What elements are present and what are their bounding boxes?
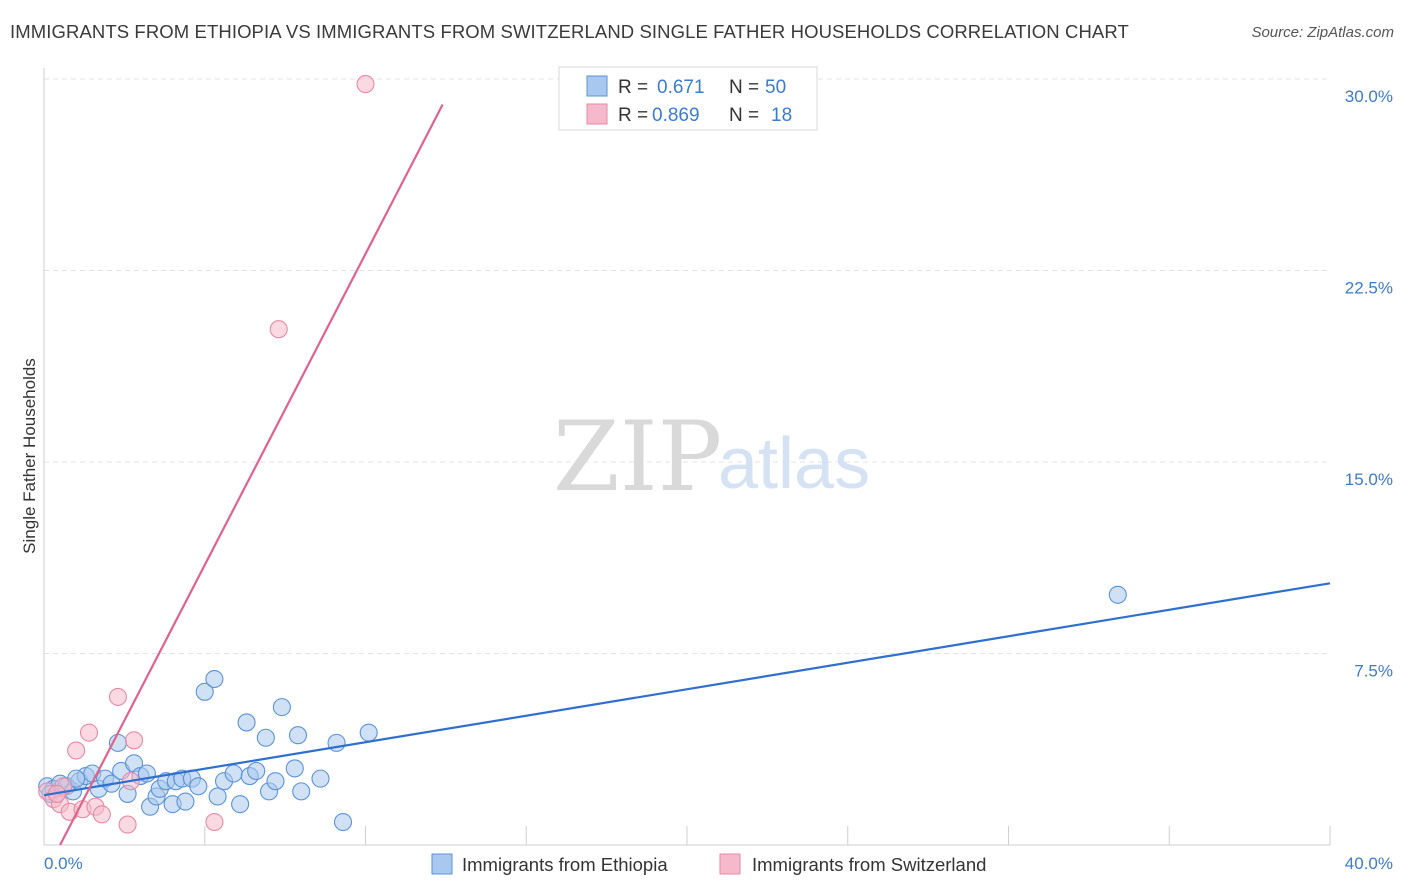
- legend-swatch-switzerland: [586, 103, 608, 125]
- data-point-switzerland: [67, 741, 86, 760]
- y-tick-label: 15.0%: [1345, 470, 1393, 489]
- chart-title: IMMIGRANTS FROM ETHIOPIA VS IMMIGRANTS F…: [10, 21, 1129, 42]
- data-point-ethiopia: [208, 787, 227, 806]
- data-point-switzerland: [108, 687, 127, 706]
- bottom-legend-label-switzerland: Immigrants from Switzerland: [752, 854, 986, 875]
- series-switzerland-points: [38, 75, 375, 834]
- data-point-ethiopia: [266, 772, 285, 791]
- data-point-ethiopia: [231, 795, 250, 814]
- watermark-zip: ZIP: [553, 401, 722, 513]
- bottom-legend-swatch-switzerland: [719, 853, 741, 875]
- data-point-ethiopia: [205, 669, 224, 689]
- bottom-legend: Immigrants from Ethiopia Immigrants from…: [431, 853, 986, 875]
- legend-n-value-ethiopia: 50: [765, 77, 786, 98]
- data-point-ethiopia: [237, 713, 256, 732]
- y-axis-label: Single Father Households: [20, 358, 39, 554]
- data-point-ethiopia: [256, 728, 275, 747]
- data-point-ethiopia: [176, 792, 195, 811]
- legend-r-value-ethiopia: 0.671: [657, 77, 705, 98]
- y-tick-label: 30.0%: [1345, 87, 1393, 106]
- watermark: ZIP atlas: [553, 401, 870, 513]
- data-point-switzerland: [205, 812, 224, 832]
- data-point-ethiopia: [189, 777, 208, 796]
- data-point-ethiopia: [333, 812, 353, 832]
- data-point-ethiopia: [272, 698, 291, 717]
- y-tick-label: 22.5%: [1345, 279, 1393, 298]
- legend-swatch-ethiopia: [586, 75, 608, 97]
- y-tick-labels: 7.5% 15.0% 22.5% 30.0%: [1345, 87, 1393, 681]
- source-credit: Source: ZipAtlas.com: [1251, 24, 1394, 41]
- data-point-switzerland: [118, 815, 137, 834]
- data-point-switzerland: [79, 723, 99, 742]
- data-point-switzerland: [124, 731, 144, 750]
- series-ethiopia-points: [38, 585, 1127, 832]
- data-point-ethiopia: [195, 682, 214, 701]
- y-tick-label: 7.5%: [1354, 662, 1393, 681]
- data-point-ethiopia: [247, 761, 266, 781]
- legend-r-label-switzerland: R =: [618, 105, 648, 126]
- trend-line-ethiopia: [43, 582, 1331, 797]
- x-tick-labels: 0.0% 40.0%: [44, 854, 1393, 873]
- legend-n-value-switzerland: 18: [771, 105, 792, 126]
- top-legend: R = 0.671 N = 50 R = 0.869 N = 18: [558, 66, 818, 131]
- data-point-ethiopia: [288, 726, 308, 745]
- data-point-ethiopia: [224, 764, 243, 783]
- legend-r-label-ethiopia: R =: [618, 77, 648, 98]
- data-point-ethiopia: [311, 769, 330, 788]
- grid-lines: [44, 78, 1330, 654]
- x-tick-label-max: 40.0%: [1345, 854, 1393, 873]
- legend-r-value-switzerland: 0.869: [652, 105, 700, 126]
- legend-n-label-ethiopia: N =: [729, 77, 759, 98]
- trend-lines: [43, 104, 1331, 846]
- data-point-switzerland: [356, 75, 375, 94]
- data-point-ethiopia: [292, 782, 311, 801]
- bottom-legend-swatch-ethiopia: [431, 853, 453, 875]
- data-point-switzerland: [269, 320, 288, 339]
- data-point-switzerland: [92, 805, 111, 824]
- x-tick-label-min: 0.0%: [44, 854, 83, 873]
- data-point-ethiopia: [359, 723, 378, 742]
- watermark-atlas: atlas: [718, 424, 870, 504]
- data-point-ethiopia: [285, 759, 304, 778]
- axes: [43, 68, 1331, 846]
- trend-line-switzerland: [59, 104, 444, 846]
- bottom-legend-label-ethiopia: Immigrants from Ethiopia: [462, 854, 668, 875]
- data-point-ethiopia: [1108, 585, 1127, 604]
- legend-n-label-switzerland: N =: [729, 105, 759, 126]
